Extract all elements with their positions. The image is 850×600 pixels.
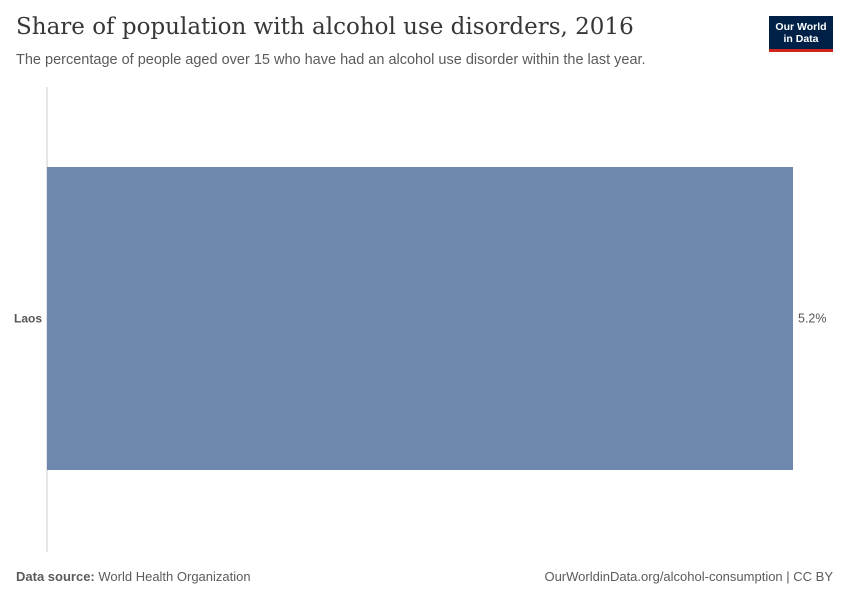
category-label: Laos [14,312,42,326]
chart-title: Share of population with alcohol use dis… [16,14,634,40]
bar-laos[interactable] [47,167,793,470]
credit-link[interactable]: OurWorldinData.org/alcohol-consumption |… [544,569,833,584]
owid-logo[interactable]: Our World in Data [769,16,833,52]
logo-line-1: Our World [775,20,827,33]
logo-line-2: in Data [783,32,819,45]
data-source-label: Data source: [16,569,95,584]
data-source-value[interactable]: World Health Organization [98,569,251,584]
data-source: Data source: World Health Organization [16,569,251,584]
value-label: 5.2% [798,312,827,326]
chart-subtitle: The percentage of people aged over 15 wh… [16,52,646,68]
